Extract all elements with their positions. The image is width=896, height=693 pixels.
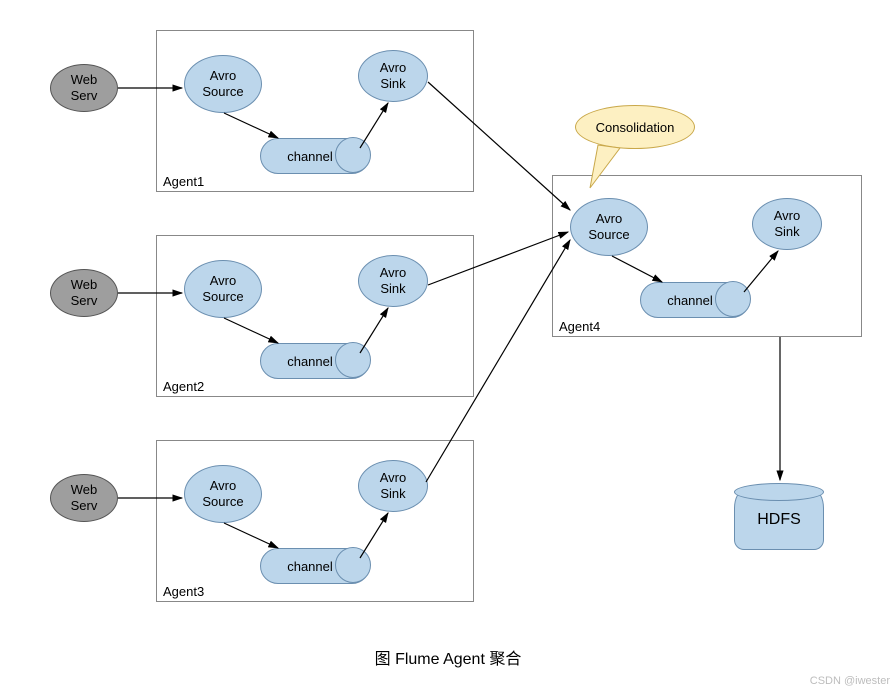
- agent3-sink-label: AvroSink: [380, 470, 407, 501]
- agent4-channel: channel: [640, 282, 750, 318]
- agent1-channel-label: channel: [287, 149, 343, 164]
- hdfs-label: HDFS: [757, 511, 801, 529]
- agent4-sink: AvroSink: [752, 198, 822, 250]
- watermark-text: CSDN @iwester: [810, 675, 890, 687]
- agent3-source-label: AvroSource: [202, 478, 243, 509]
- agent2-source-label: AvroSource: [202, 273, 243, 304]
- hdfs-node: HDFS: [734, 490, 824, 550]
- consolidation-label: Consolidation: [596, 120, 675, 135]
- web-serv-2: WebServ: [50, 269, 118, 317]
- diagram-caption: 图 Flume Agent 聚合: [0, 645, 896, 669]
- agent2-channel-label: channel: [287, 354, 343, 369]
- web-serv-3: WebServ: [50, 474, 118, 522]
- agent4-channel-label: channel: [667, 293, 723, 308]
- agent1-source-label: AvroSource: [202, 68, 243, 99]
- agent2-sink-label: AvroSink: [380, 265, 407, 296]
- agent3-sink: AvroSink: [358, 460, 428, 512]
- agent3-channel-label: channel: [287, 559, 343, 574]
- web-serv-1-label: WebServ: [71, 72, 98, 103]
- agent3-source: AvroSource: [184, 465, 262, 523]
- consolidation-callout: Consolidation: [575, 105, 695, 149]
- agent4-source-label: AvroSource: [588, 211, 629, 242]
- agent4-source: AvroSource: [570, 198, 648, 256]
- agent3-channel: channel: [260, 548, 370, 584]
- agent2-channel: channel: [260, 343, 370, 379]
- agent2-source: AvroSource: [184, 260, 262, 318]
- web-serv-2-label: WebServ: [71, 277, 98, 308]
- web-serv-1: WebServ: [50, 64, 118, 112]
- agent1-sink-label: AvroSink: [380, 60, 407, 91]
- agent1-sink: AvroSink: [358, 50, 428, 102]
- agent1-source: AvroSource: [184, 55, 262, 113]
- web-serv-3-label: WebServ: [71, 482, 98, 513]
- agent1-label: Agent1: [163, 174, 204, 189]
- agent2-label: Agent2: [163, 379, 204, 394]
- agent1-channel: channel: [260, 138, 370, 174]
- agent4-sink-label: AvroSink: [774, 208, 801, 239]
- agent3-label: Agent3: [163, 584, 204, 599]
- diagram-canvas: Agent1 Agent2 Agent3 Agent4 WebServ WebS…: [0, 0, 896, 693]
- agent4-label: Agent4: [559, 319, 600, 334]
- agent2-sink: AvroSink: [358, 255, 428, 307]
